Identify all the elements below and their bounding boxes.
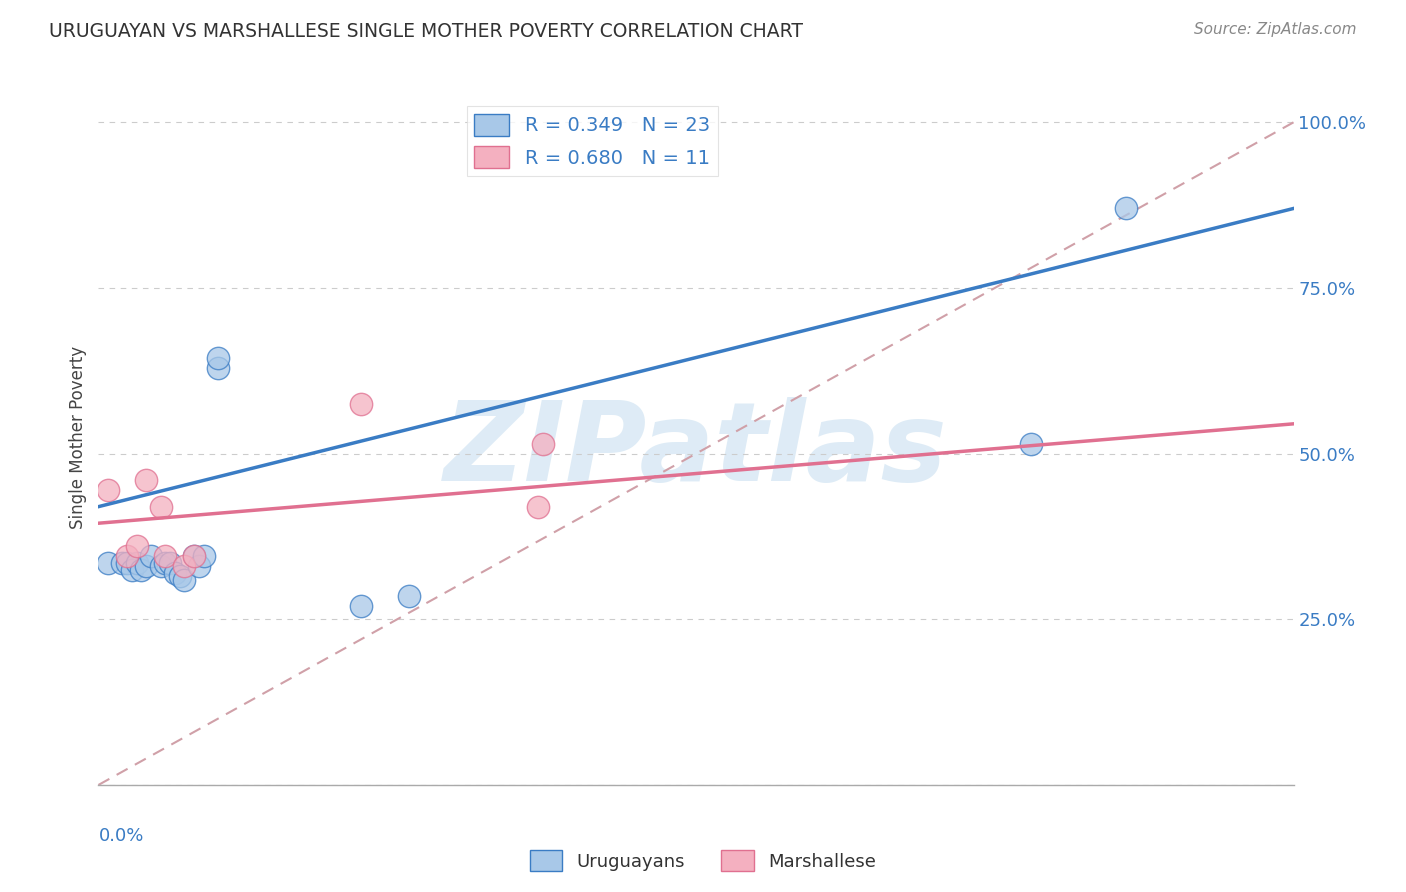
Point <box>531 436 554 450</box>
Point <box>350 397 373 411</box>
Point <box>139 549 162 564</box>
Point <box>125 556 148 570</box>
Point <box>183 549 205 564</box>
Point <box>149 500 172 514</box>
Point <box>155 549 177 564</box>
Point <box>115 556 138 570</box>
Point <box>115 549 138 564</box>
Y-axis label: Single Mother Poverty: Single Mother Poverty <box>69 345 87 529</box>
Point <box>163 566 186 580</box>
Point <box>1115 202 1137 216</box>
Point <box>207 360 229 375</box>
Point <box>97 483 120 497</box>
Point <box>187 559 209 574</box>
Legend: Uruguayans, Marshallese: Uruguayans, Marshallese <box>523 843 883 879</box>
Point <box>135 473 157 487</box>
Point <box>398 589 420 603</box>
Point <box>97 556 120 570</box>
Point <box>155 556 177 570</box>
Point <box>350 599 373 613</box>
Legend: R = 0.349   N = 23, R = 0.680   N = 11: R = 0.349 N = 23, R = 0.680 N = 11 <box>467 106 718 176</box>
Point <box>121 563 143 577</box>
Point <box>173 559 195 574</box>
Text: ZIPatlas: ZIPatlas <box>444 398 948 505</box>
Point <box>149 559 172 574</box>
Point <box>193 549 215 564</box>
Text: URUGUAYAN VS MARSHALLESE SINGLE MOTHER POVERTY CORRELATION CHART: URUGUAYAN VS MARSHALLESE SINGLE MOTHER P… <box>49 22 803 41</box>
Point <box>183 549 205 564</box>
Point <box>111 556 134 570</box>
Point <box>207 351 229 365</box>
Point <box>1019 436 1042 450</box>
Point <box>135 559 157 574</box>
Point <box>159 556 181 570</box>
Point <box>173 573 195 587</box>
Point <box>527 500 550 514</box>
Text: Source: ZipAtlas.com: Source: ZipAtlas.com <box>1194 22 1357 37</box>
Point <box>131 563 153 577</box>
Point <box>169 569 191 583</box>
Text: 0.0%: 0.0% <box>98 827 143 845</box>
Point <box>125 540 148 554</box>
